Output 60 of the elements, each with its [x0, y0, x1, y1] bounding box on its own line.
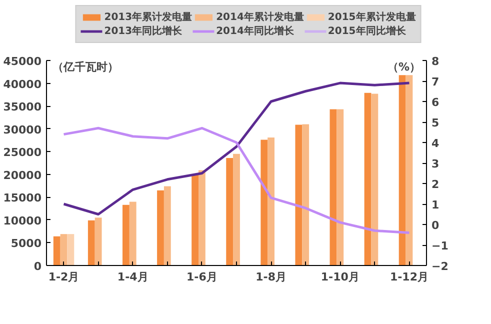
legend-label: 2014年累计发电量: [216, 10, 304, 24]
y-tick-label: 40000: [3, 78, 42, 91]
bar: [198, 170, 206, 266]
bar: [122, 204, 130, 266]
y2-tick-label: 5: [432, 116, 440, 130]
x-tick-label: 1-8月: [256, 270, 286, 284]
y-tick-label: 25000: [3, 146, 42, 160]
y2-tick-label: 4: [432, 137, 440, 150]
x-tick-label: 1-12月: [390, 270, 428, 284]
bar: [157, 190, 164, 266]
y2-axis-title: （%）: [387, 60, 421, 74]
y2-tick-label: 1: [432, 198, 440, 212]
y2-tick-label: 0: [432, 219, 440, 232]
line-series: [62, 82, 410, 216]
y2-tick-label: −1: [432, 240, 448, 252]
bar: [233, 154, 240, 266]
y2-tick-label: −2: [432, 260, 448, 273]
y-tick-label: 20000: [3, 168, 42, 182]
bar: [67, 234, 74, 266]
legend-label: 2014年同比增长: [216, 24, 294, 38]
y-tick-label: 10000: [3, 214, 42, 228]
legend-label: 2015年同比增长: [328, 24, 406, 38]
bar: [164, 186, 171, 266]
x-tick-label: 1-6月: [186, 270, 218, 284]
y-tick-label: 0: [34, 260, 42, 273]
bar: [268, 137, 274, 266]
bar: [260, 140, 268, 266]
bar: [302, 124, 310, 266]
y-tick-label: 30000: [3, 123, 42, 136]
bar: [192, 174, 198, 266]
legend-label: 2013年累计发电量: [104, 10, 192, 24]
legend-label: 2013年同比增长: [104, 24, 182, 38]
bar: [330, 109, 337, 266]
y-tick-label: 5000: [10, 237, 42, 250]
bar: [94, 218, 102, 266]
bar: [88, 220, 95, 266]
bar: [336, 109, 344, 266]
bar: [60, 234, 68, 266]
bar: [295, 124, 302, 266]
x-tick-label: 1-10月: [320, 270, 360, 284]
line-series: [62, 126, 410, 234]
bar: [371, 94, 378, 266]
y2-tick-label: 3: [432, 158, 440, 170]
bar: [364, 92, 372, 266]
y-tick-label: 15000: [3, 192, 42, 205]
y-axis-title: （亿千瓦时）: [52, 60, 118, 74]
x-tick-label: 1-2月: [48, 270, 80, 284]
y2-tick-label: 2: [432, 178, 440, 191]
y-tick-label: 35000: [3, 100, 42, 114]
y2-tick-label: 6: [432, 96, 440, 109]
y-tick-label: 45000: [3, 55, 42, 68]
bar: [406, 75, 413, 266]
y2-tick-label: 7: [432, 76, 440, 88]
x-tick-label: 1-4月: [117, 270, 148, 284]
y2-tick-label: 8: [432, 55, 440, 68]
bar: [398, 75, 406, 266]
bar: [129, 202, 136, 266]
bar: [53, 236, 60, 266]
bar: [226, 158, 234, 266]
legend-label: 2015年累计发电量: [328, 10, 416, 24]
